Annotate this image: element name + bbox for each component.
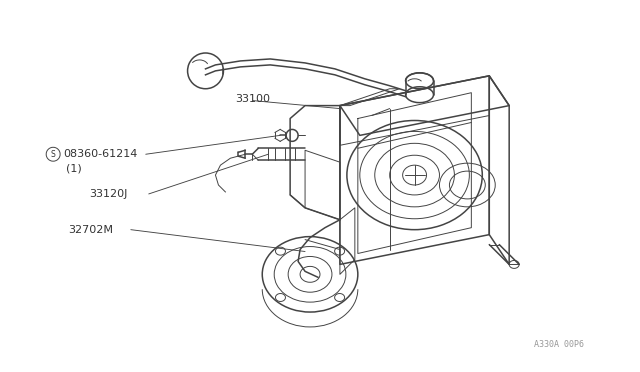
Text: (1): (1) <box>66 163 82 173</box>
Text: 32702M: 32702M <box>68 225 113 235</box>
Text: 08360-61214: 08360-61214 <box>63 149 138 159</box>
Text: 33120J: 33120J <box>89 189 127 199</box>
Text: 33100: 33100 <box>236 94 270 104</box>
Text: S: S <box>51 150 56 159</box>
Text: A330A 00P6: A330A 00P6 <box>534 340 584 349</box>
